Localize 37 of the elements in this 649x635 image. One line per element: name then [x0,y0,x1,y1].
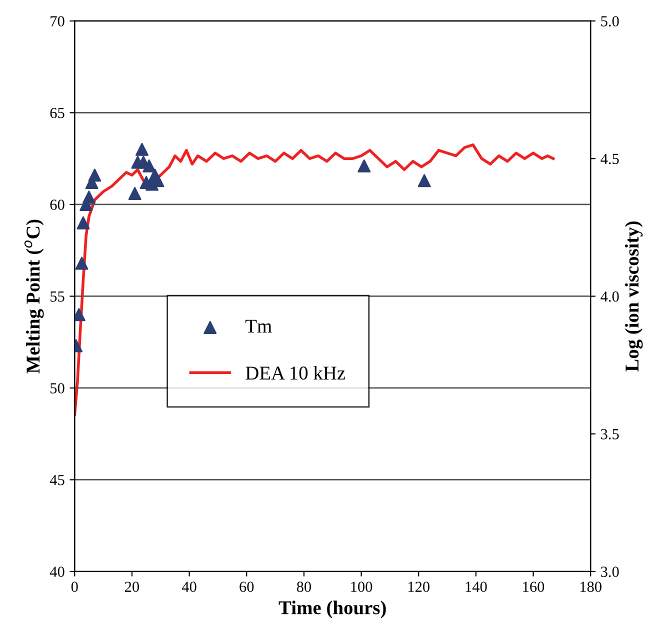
point [142,159,156,172]
point [418,174,431,188]
point [358,159,371,172]
y-tick-label: 40 [50,566,64,577]
x-tick-label: 40 [182,582,196,592]
y-tick-label: 45 [50,474,64,486]
y2-tick-label: 3.5 [601,429,619,440]
x-tick-label: 0 [71,582,78,592]
y-tick-label: 55 [50,292,64,302]
y-tick-label: 50 [50,383,64,394]
point [82,190,96,204]
x-tick-label: 100 [351,582,372,592]
point [88,168,102,182]
point [128,186,142,200]
y2-axis-title: Log (ion viscosity) [624,221,643,372]
line-series [74,143,555,416]
x-tick-label: 20 [124,582,140,592]
y2-tick-label: 4.0 [600,291,619,302]
y-tick-label: 65 [50,108,64,118]
y-tick-label: 70 [50,16,64,26]
point [75,256,88,270]
x-tick-label: 60 [240,582,254,592]
y2-tick-label: 4.5 [600,154,619,164]
y2-tick-label: 3.0 [601,566,619,578]
legend-label: DEA 10 kHz [246,366,346,380]
legend-label: Tm [245,320,272,333]
point [76,216,90,230]
x-tick-label: 120 [408,582,430,592]
y-tick-label: 60 [50,200,64,210]
y2-tick-label: 5.0 [601,16,619,26]
x-tick-label: 80 [296,582,312,592]
x-axis-title: Time (hours) [278,600,386,618]
y-axis-title: Melting Point ($^{o}$C) [24,220,44,374]
x-tick-label: 140 [466,582,487,592]
point [135,142,148,156]
x-tick-label: 160 [523,582,544,592]
x-tick-label: 180 [580,582,602,592]
